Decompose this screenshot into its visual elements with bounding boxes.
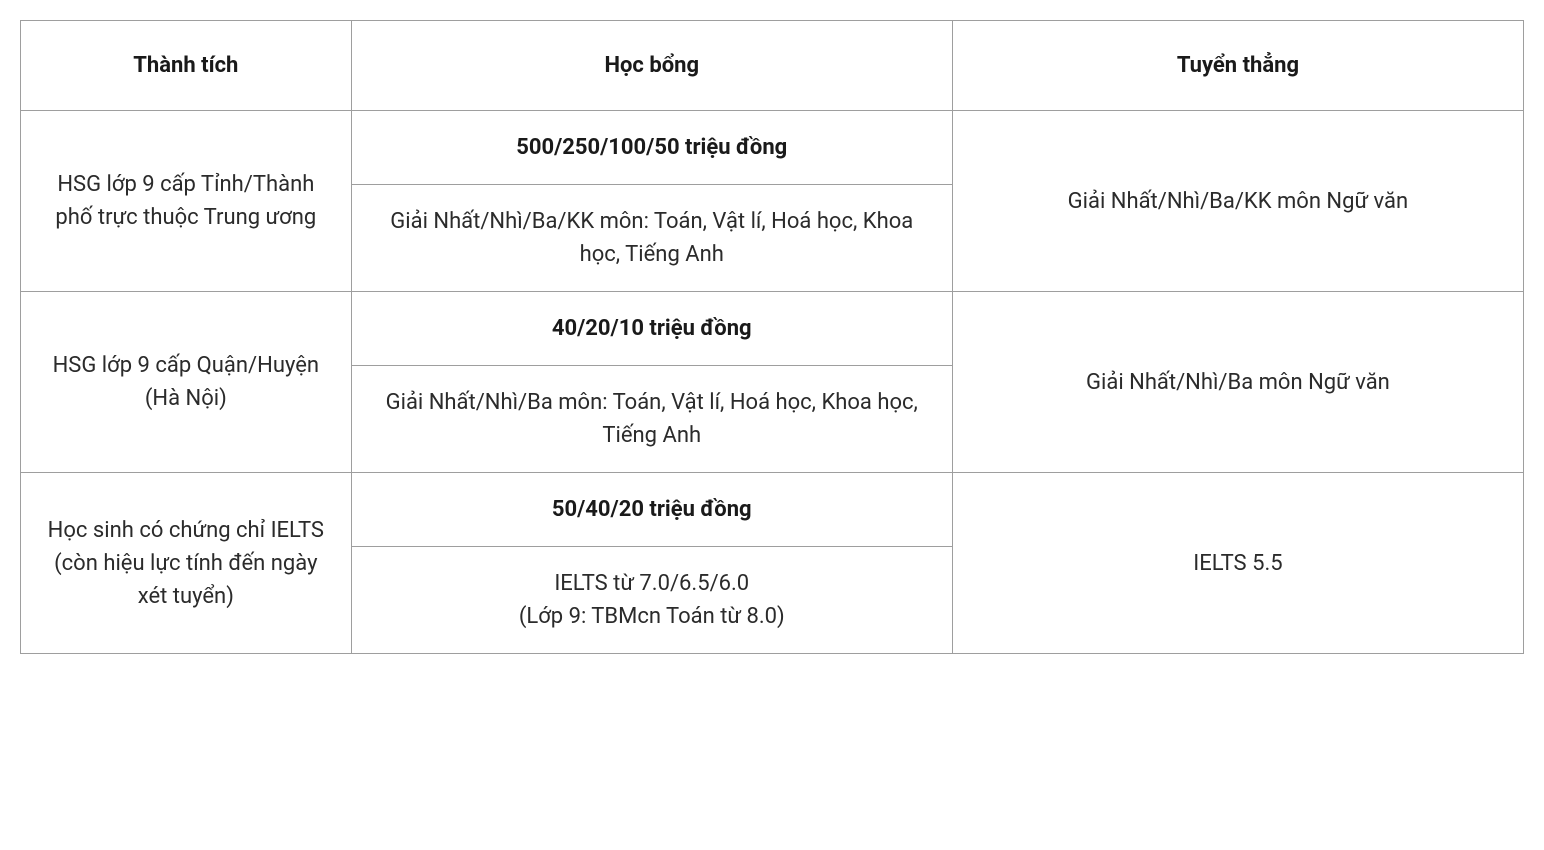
table-row: HSG lớp 9 cấp Quận/Huyện (Hà Nội) 40/20/… (21, 292, 1524, 366)
cell-hocbong-desc: Giải Nhất/Nhì/Ba môn: Toán, Vật lí, Hoá … (351, 366, 952, 473)
cell-tuyenthang: Giải Nhất/Nhì/Ba môn Ngữ văn (952, 292, 1523, 473)
cell-hocbong-amount: 500/250/100/50 triệu đồng (351, 111, 952, 185)
cell-tuyenthang: Giải Nhất/Nhì/Ba/KK môn Ngữ văn (952, 111, 1523, 292)
header-hocbong: Học bổng (351, 21, 952, 111)
cell-thanhtich: Học sinh có chứng chỉ IELTS(còn hiệu lực… (21, 473, 352, 654)
scholarship-table: Thành tích Học bổng Tuyển thẳng HSG lớp … (20, 20, 1524, 654)
scholarship-table-wrap: Thành tích Học bổng Tuyển thẳng HSG lớp … (20, 20, 1524, 654)
header-tuyenthang: Tuyển thẳng (952, 21, 1523, 111)
table-header-row: Thành tích Học bổng Tuyển thẳng (21, 21, 1524, 111)
table-row: HSG lớp 9 cấp Tỉnh/Thành phố trực thuộc … (21, 111, 1524, 185)
cell-hocbong-amount: 40/20/10 triệu đồng (351, 292, 952, 366)
cell-hocbong-desc: IELTS từ 7.0/6.5/6.0(Lớp 9: TBMcn Toán t… (351, 547, 952, 654)
cell-thanhtich: HSG lớp 9 cấp Tỉnh/Thành phố trực thuộc … (21, 111, 352, 292)
cell-hocbong-desc: Giải Nhất/Nhì/Ba/KK môn: Toán, Vật lí, H… (351, 185, 952, 292)
cell-thanhtich: HSG lớp 9 cấp Quận/Huyện (Hà Nội) (21, 292, 352, 473)
cell-tuyenthang: IELTS 5.5 (952, 473, 1523, 654)
table-row: Học sinh có chứng chỉ IELTS(còn hiệu lực… (21, 473, 1524, 547)
header-thanhtich: Thành tích (21, 21, 352, 111)
cell-hocbong-amount: 50/40/20 triệu đồng (351, 473, 952, 547)
table-body: HSG lớp 9 cấp Tỉnh/Thành phố trực thuộc … (21, 111, 1524, 654)
